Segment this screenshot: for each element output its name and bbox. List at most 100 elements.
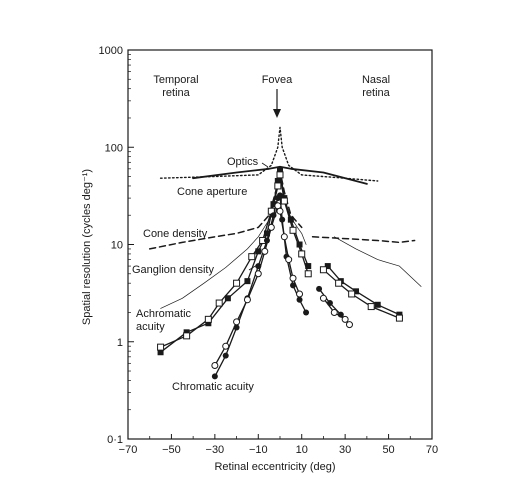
marker-achromatic-filled-squares — [270, 201, 277, 208]
annotation-achromatic-line2: acuity — [136, 321, 165, 333]
fovea-arrow — [273, 89, 281, 118]
marker-chromatic-open-circles — [211, 361, 219, 369]
marker-achromatic-open-squares — [367, 303, 375, 311]
marker-achromatic-open-squares — [215, 299, 223, 307]
marker-achromatic-open-squares — [280, 197, 288, 205]
marker-chromatic-filled-circles — [337, 311, 344, 318]
marker-chromatic-filled-circles — [263, 237, 270, 244]
marker-achromatic-filled-squares — [224, 295, 231, 302]
marker-chromatic-filled-circles — [222, 352, 229, 359]
marker-chromatic-open-circles — [285, 256, 293, 264]
axis-ticks: −70 −50 −30 −10 10 30 50 70 0·1 1 10 100 1000 — [99, 45, 439, 456]
marker-achromatic-open-squares — [248, 253, 256, 261]
marker-chromatic-filled-circles — [279, 216, 286, 223]
marker-achromatic-filled-squares — [374, 301, 381, 308]
x-tick-label: 70 — [426, 444, 438, 456]
marker-achromatic-open-squares — [335, 279, 343, 287]
annotation-temporal-line2: retina — [162, 87, 190, 99]
marker-achromatic-filled-squares — [157, 349, 164, 356]
x-tick-label: 30 — [339, 444, 351, 456]
marker-chromatic-open-circles — [341, 315, 349, 323]
marker-chromatic-filled-circles — [255, 263, 262, 270]
marker-achromatic-open-squares — [298, 250, 306, 258]
marker-chromatic-open-circles — [243, 296, 251, 304]
marker-chromatic-open-circles — [261, 247, 269, 255]
x-tick-label: 50 — [382, 444, 394, 456]
marker-achromatic-open-squares — [274, 182, 282, 190]
marker-achromatic-open-squares — [157, 343, 165, 351]
marker-achromatic-open-squares — [204, 315, 212, 323]
marker-achromatic-filled-squares — [287, 216, 294, 223]
optics-leader — [261, 162, 269, 168]
series-line-cone-aperture — [159, 126, 379, 182]
marker-chromatic-filled-circles — [316, 285, 323, 292]
annotation-nasal-line1: Nasal — [362, 74, 390, 86]
marker-achromatic-filled-squares — [305, 263, 312, 270]
marker-chromatic-open-circles — [345, 321, 353, 329]
marker-chromatic-open-circles — [222, 342, 230, 350]
x-axis-label: Retinal eccentricity (deg) — [214, 461, 335, 473]
marker-achromatic-filled-squares — [277, 167, 283, 174]
marker-chromatic-open-circles — [280, 233, 288, 241]
marker-achromatic-open-squares — [289, 226, 297, 234]
annotation-chromatic-acuity: Chromatic acuity — [172, 381, 254, 393]
x-tick-label: −10 — [249, 444, 268, 456]
marker-achromatic-filled-squares — [296, 241, 303, 248]
marker-achromatic-open-squares — [276, 171, 284, 179]
marker-chromatic-open-circles — [296, 290, 304, 298]
annotation-cone-aperture: Cone aperture — [177, 186, 247, 198]
marker-chromatic-open-circles — [276, 207, 284, 215]
x-tick-label: −70 — [119, 444, 138, 456]
y-tick-label: 1000 — [99, 45, 123, 57]
marker-achromatic-filled-squares — [263, 230, 270, 237]
x-tick-label: −30 — [206, 444, 225, 456]
marker-achromatic-open-squares — [348, 290, 356, 298]
marker-chromatic-open-circles — [233, 318, 241, 326]
x-tick-label: 10 — [296, 444, 308, 456]
marker-chromatic-open-circles — [289, 274, 297, 282]
marker-achromatic-open-squares — [233, 279, 241, 287]
marker-achromatic-open-squares — [304, 270, 312, 278]
annotation-ganglion-density: Ganglion density — [132, 264, 214, 276]
marker-chromatic-filled-circles — [211, 373, 218, 380]
marker-chromatic-filled-circles — [277, 192, 283, 199]
series-line-ganglion-density — [333, 236, 422, 287]
series-line-cone-density — [311, 236, 416, 244]
y-tick-label: 0·1 — [107, 434, 123, 446]
marker-achromatic-filled-squares — [244, 278, 251, 285]
marker-chromatic-open-circles — [254, 270, 262, 278]
series-line-achromatic-filled-squares — [327, 265, 401, 316]
annotation-fovea: Fovea — [262, 74, 293, 86]
marker-achromatic-filled-squares — [205, 320, 212, 327]
annotation-nasal-line2: retina — [362, 87, 390, 99]
marker-achromatic-filled-squares — [353, 288, 359, 295]
marker-achromatic-open-squares — [319, 266, 327, 274]
marker-chromatic-filled-circles — [270, 212, 277, 219]
marker-achromatic-filled-squares — [183, 329, 190, 336]
markers-layer — [157, 167, 403, 380]
series-line-optics — [192, 165, 368, 185]
ganglion-leader — [248, 264, 258, 271]
marker-achromatic-filled-squares — [255, 248, 262, 255]
marker-chromatic-filled-circles — [326, 300, 333, 307]
annotation-cone-density: Cone density — [143, 228, 208, 240]
marker-achromatic-open-squares — [183, 332, 191, 340]
marker-chromatic-open-circles — [330, 308, 338, 316]
series-line-chromatic-open-circles — [214, 205, 301, 367]
series-layer — [148, 126, 422, 378]
y-tick-label: 10 — [111, 240, 123, 252]
marker-achromatic-open-squares — [395, 314, 403, 322]
annotation-optics: Optics — [227, 156, 259, 168]
marker-chromatic-open-circles — [319, 294, 327, 302]
marker-chromatic-filled-circles — [233, 324, 240, 331]
marker-chromatic-filled-circles — [290, 282, 297, 289]
y-tick-label: 100 — [105, 142, 123, 154]
marker-chromatic-filled-circles — [296, 296, 303, 303]
annotation-temporal-line1: Temporal — [153, 74, 198, 86]
marker-achromatic-filled-squares — [324, 263, 331, 270]
marker-achromatic-filled-squares — [274, 177, 281, 184]
x-tick-label: −50 — [162, 444, 181, 456]
y-tick-label: 1 — [117, 337, 123, 349]
marker-chromatic-open-circles — [267, 223, 275, 231]
